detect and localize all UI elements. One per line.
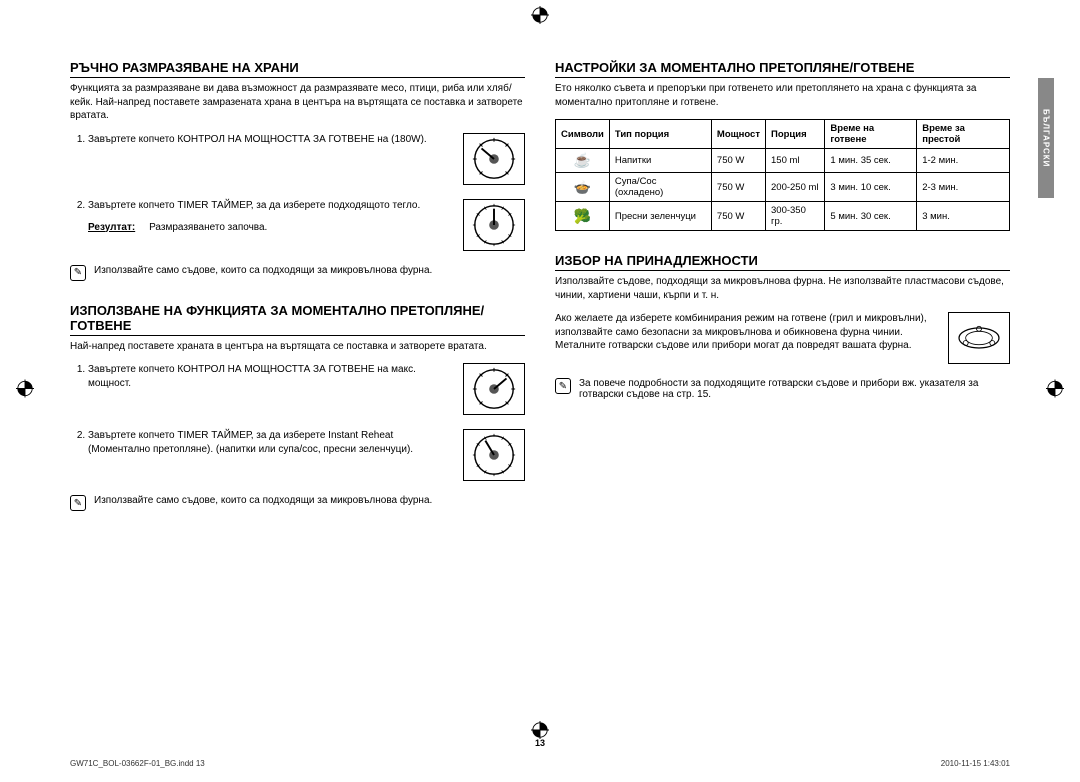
- result-label: Резултат:: [88, 222, 135, 233]
- page-number: 13: [535, 738, 545, 748]
- section2-note: ✎ Използвайте само съдове, които са подх…: [70, 495, 525, 511]
- r-section2-p1: Използвайте съдове, подходящи за микровъ…: [555, 275, 1010, 302]
- note-text: Използвайте само съдове, които са подход…: [94, 495, 432, 506]
- section1-step1: Завъртете копчето КОНТРОЛ НА МОЩНОСТТА З…: [88, 133, 525, 185]
- cell-cook: 1 мин. 35 сек.: [825, 149, 917, 173]
- cell-stand: 3 мин.: [917, 202, 1010, 231]
- section2-step1: Завъртете копчето КОНТРОЛ НА МОЩНОСТТА З…: [88, 363, 525, 415]
- language-label: БЪЛГАРСКИ: [1042, 109, 1051, 167]
- veg-icon: 🥦: [556, 202, 610, 231]
- section1-title: РЪЧНО РАЗМРАЗЯВАНЕ НА ХРАНИ: [70, 60, 525, 78]
- timer-dial-icon: [463, 199, 525, 251]
- section2-step2: Завъртете копчето TIMER ТАЙМЕР, за да из…: [88, 429, 525, 481]
- cell-type: Пресни зеленчуци: [609, 202, 711, 231]
- th-power: Мощност: [711, 120, 765, 149]
- r-section2-p2: Ако желаете да изберете комбинирания реж…: [555, 312, 1010, 353]
- footer: GW71C_BOL-03662F-01_BG.indd 13 2010-11-1…: [70, 759, 1010, 768]
- section1-intro: Функцията за размразяване ви дава възмож…: [70, 82, 525, 123]
- footer-left: GW71C_BOL-03662F-01_BG.indd 13: [70, 759, 205, 768]
- cell-cook: 3 мин. 10 сек.: [825, 173, 917, 202]
- r-section1-intro: Ето няколко съвета и препоръки при готве…: [555, 82, 1010, 109]
- note-text: За повече подробности за подходящите гот…: [579, 378, 1010, 400]
- note-icon: ✎: [555, 378, 571, 394]
- power-dial-icon: [463, 133, 525, 185]
- th-serving: Порция: [766, 120, 825, 149]
- step2-text: Завъртете копчето TIMER ТАЙМЕР, за да из…: [88, 199, 453, 213]
- table-row: 🍲 Супа/Сос (охладено) 750 W 200-250 ml 3…: [556, 173, 1010, 202]
- cell-stand: 1-2 мин.: [917, 149, 1010, 173]
- settings-table: Символи Тип порция Мощност Порция Време …: [555, 119, 1010, 231]
- page-columns: РЪЧНО РАЗМРАЗЯВАНЕ НА ХРАНИ Функцията за…: [70, 60, 1010, 533]
- cup-icon: ☕: [556, 149, 610, 173]
- th-cook: Време на готвене: [825, 120, 917, 149]
- roller-ring-icon: [948, 312, 1010, 364]
- footer-right: 2010-11-15 1:43:01: [941, 759, 1010, 768]
- cell-type: Напитки: [609, 149, 711, 173]
- cell-power: 750 W: [711, 173, 765, 202]
- result-text: Размразяването започва.: [149, 222, 267, 233]
- cell-power: 750 W: [711, 149, 765, 173]
- language-tab: БЪЛГАРСКИ: [1038, 78, 1054, 198]
- left-column: РЪЧНО РАЗМРАЗЯВАНЕ НА ХРАНИ Функцията за…: [70, 60, 525, 533]
- table-row: ☕ Напитки 750 W 150 ml 1 мин. 35 сек. 1-…: [556, 149, 1010, 173]
- note-text: Използвайте само съдове, които са подход…: [94, 265, 432, 276]
- r-section1-title: НАСТРОЙКИ ЗА МОМЕНТАЛНО ПРЕТОПЛЯНЕ/ГОТВЕ…: [555, 60, 1010, 78]
- section1-step2: Завъртете копчето TIMER ТАЙМЕР, за да из…: [88, 199, 525, 251]
- r-section2-title: ИЗБОР НА ПРИНАДЛЕЖНОСТИ: [555, 253, 1010, 271]
- section2-title: ИЗПОЛЗВАНЕ НА ФУНКЦИЯТА ЗА МОМЕНТАЛНО ПР…: [70, 303, 525, 336]
- section1-note: ✎ Използвайте само съдове, които са подх…: [70, 265, 525, 281]
- section1-steps: Завъртете копчето КОНТРОЛ НА МОЩНОСТТА З…: [70, 133, 525, 251]
- s2-step2-text: Завъртете копчето TIMER ТАЙМЕР, за да из…: [88, 429, 453, 457]
- section2-intro: Най-напред поставете храната в центъра н…: [70, 340, 525, 354]
- cell-power: 750 W: [711, 202, 765, 231]
- crop-mark-left: [16, 380, 34, 403]
- power-dial-icon: [463, 363, 525, 415]
- th-symbol: Символи: [556, 120, 610, 149]
- s2-step1-text: Завъртете копчето КОНТРОЛ НА МОЩНОСТТА З…: [88, 363, 453, 391]
- section2-steps: Завъртете копчето КОНТРОЛ НА МОЩНОСТТА З…: [70, 363, 525, 481]
- right-column: БЪЛГАРСКИ НАСТРОЙКИ ЗА МОМЕНТАЛНО ПРЕТОП…: [555, 60, 1010, 533]
- crop-mark-top: [531, 6, 549, 29]
- cell-serving: 150 ml: [766, 149, 825, 173]
- bowl-icon: 🍲: [556, 173, 610, 202]
- cell-cook: 5 мин. 30 сек.: [825, 202, 917, 231]
- cell-stand: 2-3 мин.: [917, 173, 1010, 202]
- note-icon: ✎: [70, 265, 86, 281]
- cell-type: Супа/Сос (охладено): [609, 173, 711, 202]
- th-type: Тип порция: [609, 120, 711, 149]
- timer-dial-icon: [463, 429, 525, 481]
- note-icon: ✎: [70, 495, 86, 511]
- r-section2-note: ✎ За повече подробности за подходящите г…: [555, 378, 1010, 400]
- crop-mark-right: [1046, 380, 1064, 403]
- accessory-block: Ако желаете да изберете комбинирания реж…: [555, 312, 1010, 364]
- cell-serving: 200-250 ml: [766, 173, 825, 202]
- table-row: 🥦 Пресни зеленчуци 750 W 300-350 гр. 5 м…: [556, 202, 1010, 231]
- cell-serving: 300-350 гр.: [766, 202, 825, 231]
- step1-text: Завъртете копчето КОНТРОЛ НА МОЩНОСТТА З…: [88, 133, 453, 147]
- th-stand: Време за престой: [917, 120, 1010, 149]
